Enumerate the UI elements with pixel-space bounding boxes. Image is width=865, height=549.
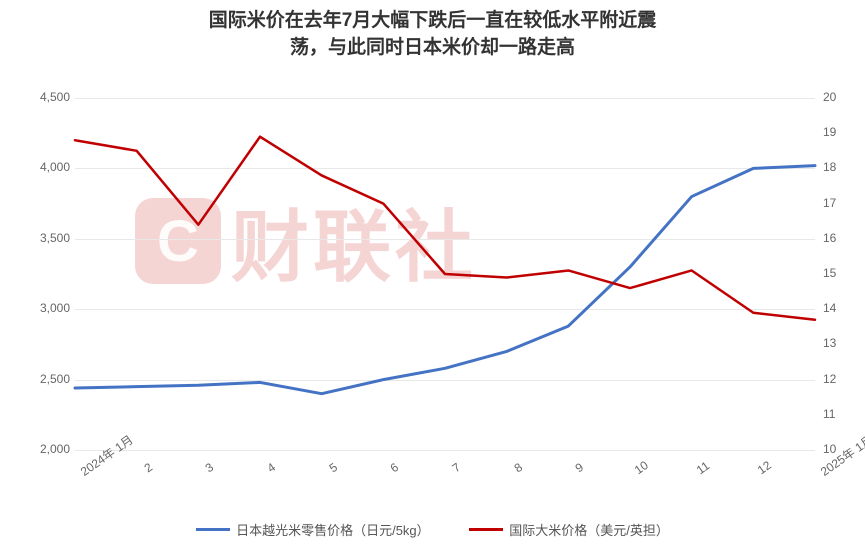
y-left-tick-label: 3,000 xyxy=(20,301,70,315)
x-tick-label: 10 xyxy=(632,460,648,477)
series-line-intl xyxy=(75,137,815,320)
legend-item-intl: 国际大米价格（美元/英担） xyxy=(469,520,669,539)
legend-swatch-japan xyxy=(196,528,230,531)
y-left-tick-label: 2,000 xyxy=(20,442,70,456)
y-right-tick-label: 12 xyxy=(823,372,863,386)
y-right-tick-label: 14 xyxy=(823,301,863,315)
y-right-tick-label: 18 xyxy=(823,160,863,174)
chart-title-line2: 荡，与此同时日本米价却一路走高 xyxy=(0,35,865,62)
legend-item-japan: 日本越光米零售价格（日元/5kg） xyxy=(196,520,430,539)
chart-title: 国际米价在去年7月大幅下跌后一直在较低水平附近震 荡，与此同时日本米价却一路走高 xyxy=(0,0,865,61)
x-tick-label: 12 xyxy=(755,460,771,477)
legend-label-intl: 国际大米价格（美元/英担） xyxy=(509,520,669,539)
legend-label-japan: 日本越光米零售价格（日元/5kg） xyxy=(236,520,430,539)
y-right-tick-label: 17 xyxy=(823,196,863,210)
y-right-tick-label: 15 xyxy=(823,266,863,280)
y-left-tick-label: 2,500 xyxy=(20,372,70,386)
x-tick-label: 8 xyxy=(508,460,524,477)
x-tick-label: 2 xyxy=(138,460,154,477)
gridline xyxy=(75,450,815,451)
y-right-tick-label: 19 xyxy=(823,125,863,139)
y-right-tick-label: 11 xyxy=(823,407,863,421)
y-right-tick-label: 10 xyxy=(823,442,863,456)
x-tick-label: 6 xyxy=(385,460,401,477)
x-tick-label: 2025年 1月 xyxy=(817,460,835,480)
x-tick-label: 3 xyxy=(200,460,216,477)
chart-title-line1: 国际米价在去年7月大幅下跌后一直在较低水平附近震 xyxy=(0,8,865,35)
y-right-tick-label: 13 xyxy=(823,336,863,350)
chart-legend: 日本越光米零售价格（日元/5kg） 国际大米价格（美元/英担） xyxy=(0,519,865,539)
legend-swatch-intl xyxy=(469,528,503,531)
x-tick-label: 7 xyxy=(447,460,463,477)
x-tick-label: 5 xyxy=(323,460,339,477)
y-left-tick-label: 4,500 xyxy=(20,90,70,104)
y-right-tick-label: 20 xyxy=(823,90,863,104)
chart-svg xyxy=(75,98,815,450)
x-tick-label: 4 xyxy=(262,460,278,477)
chart-plot-area xyxy=(75,98,815,450)
y-left-tick-label: 3,500 xyxy=(20,231,70,245)
x-tick-label: 9 xyxy=(570,460,586,477)
y-right-tick-label: 16 xyxy=(823,231,863,245)
x-tick-label: 11 xyxy=(693,460,709,477)
x-tick-label: 2024年 1月 xyxy=(77,460,95,480)
y-left-tick-label: 4,000 xyxy=(20,160,70,174)
